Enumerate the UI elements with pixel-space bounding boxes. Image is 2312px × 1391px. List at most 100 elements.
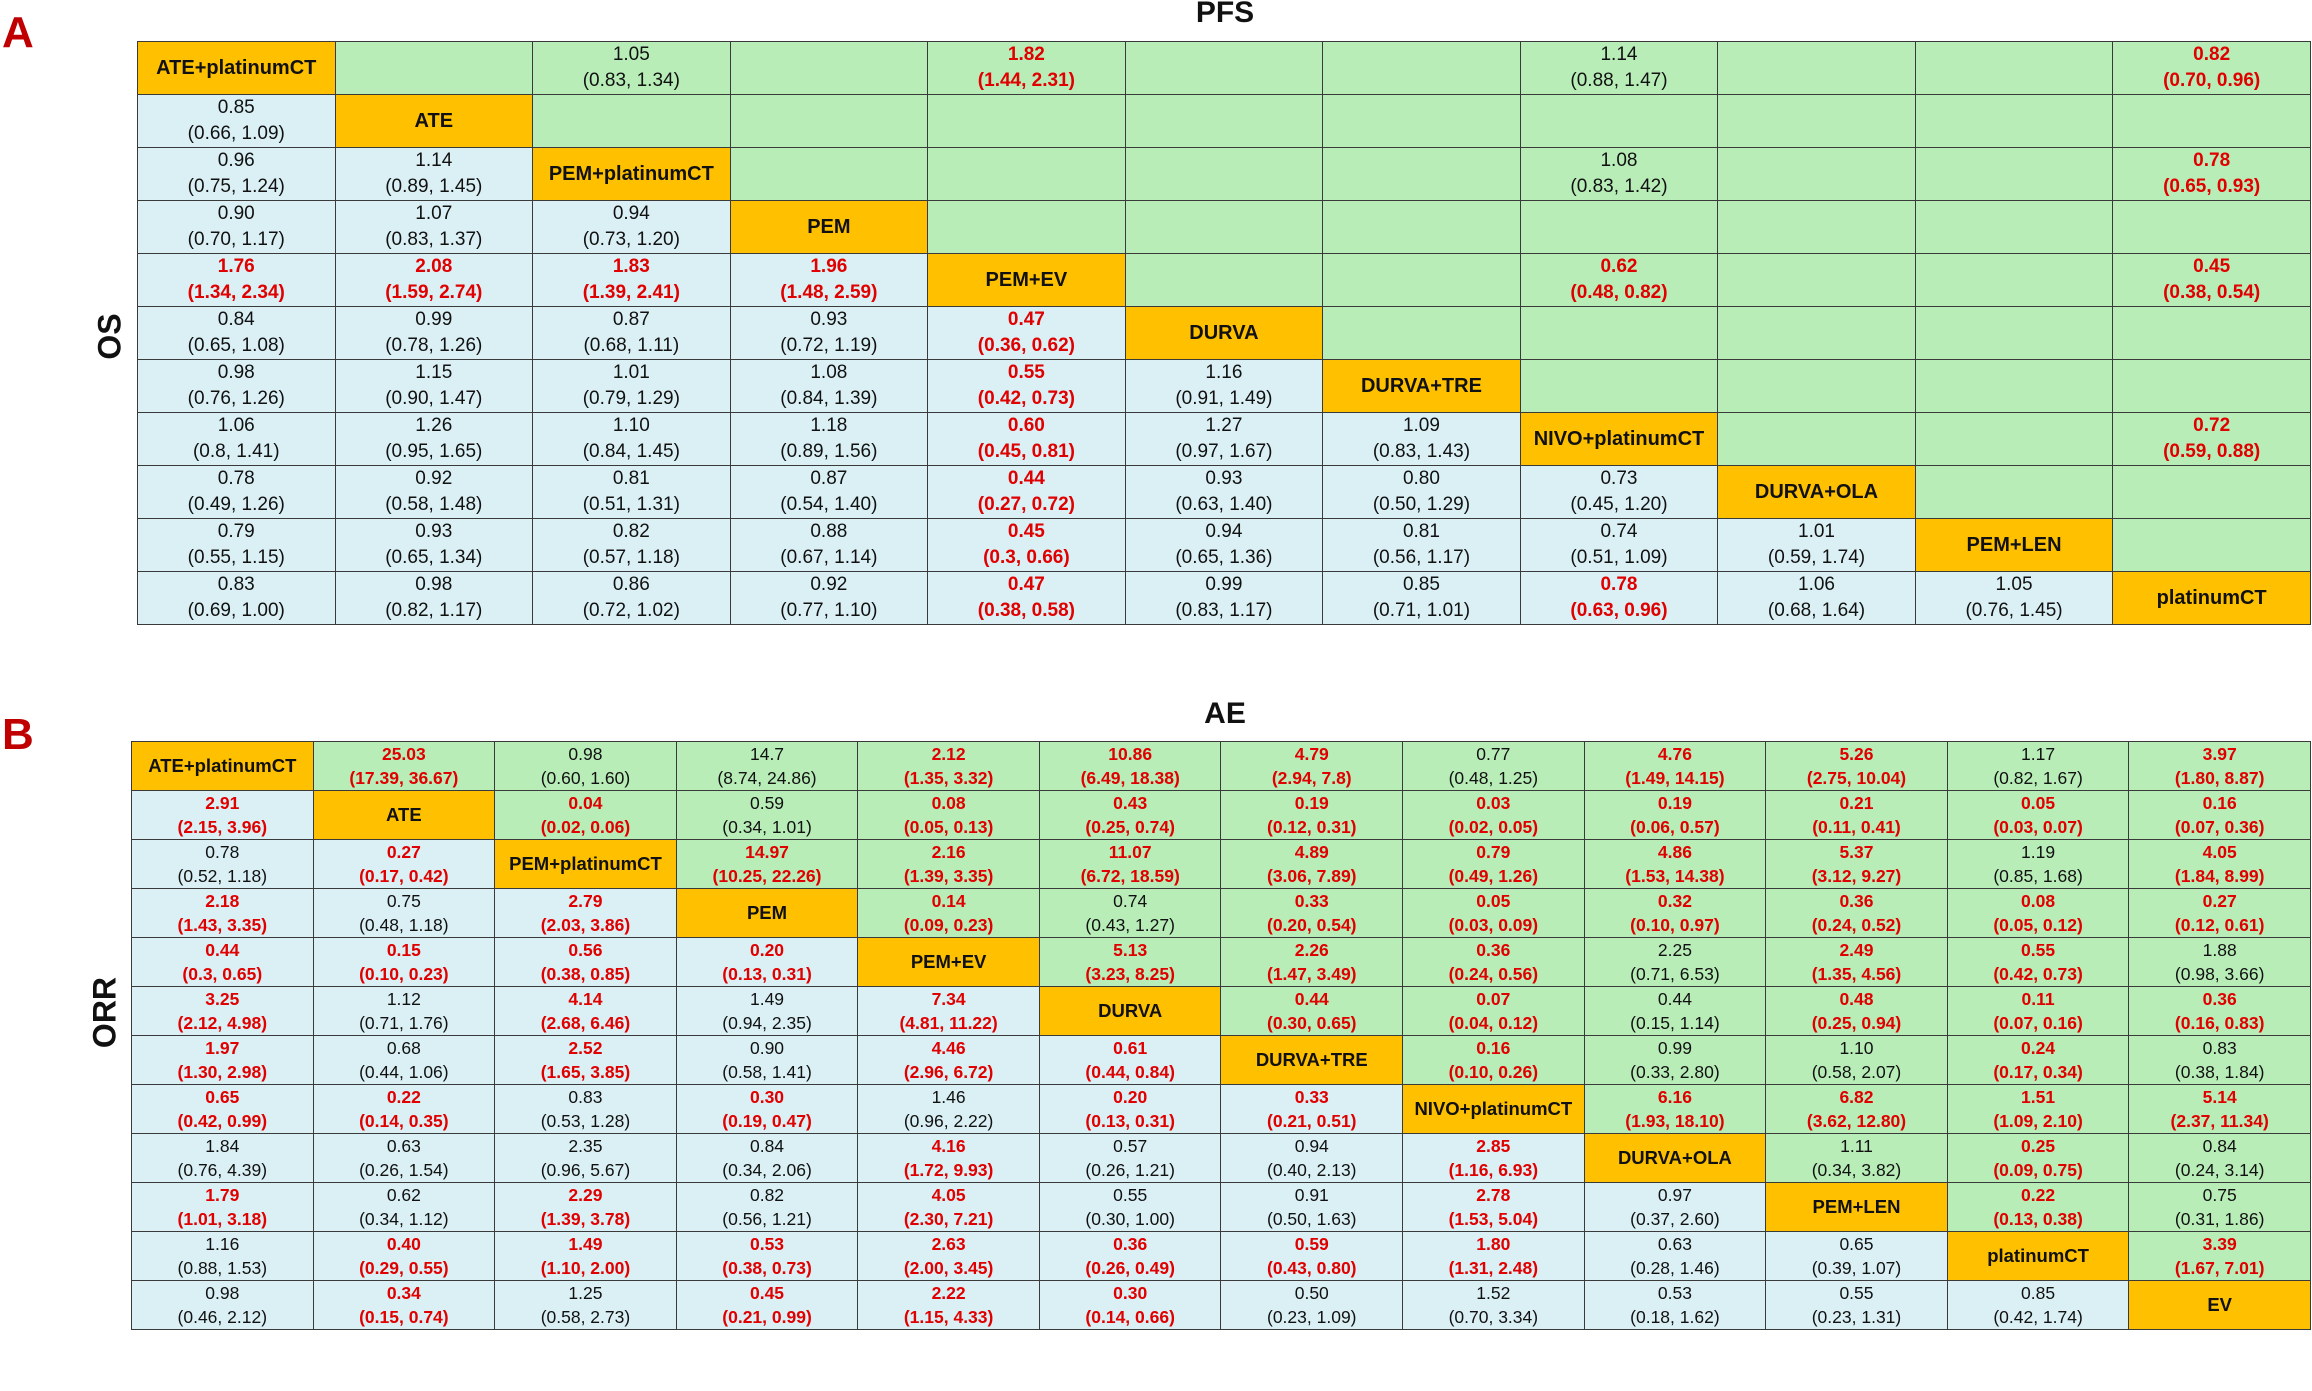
comparison-cell: 14.97 (10.25, 22.26) [675,839,859,889]
comparison-cell: 0.90 (0.70, 1.17) [137,200,336,254]
effect-estimate: 0.85 [2021,1283,2056,1303]
comparison-cell: 0.15 (0.10, 0.23) [312,937,496,987]
effect-estimate: 0.84 [749,1136,785,1156]
confidence-interval: (0.71, 1.01) [1372,600,1471,621]
comparison-cell: 0.55 (0.30, 1.00) [1038,1182,1222,1232]
confidence-interval: (0.13, 0.38) [1993,1209,2083,1229]
comparison-cell: 0.04 (0.02, 0.06) [494,790,677,840]
effect-estimate: 0.62 [1600,256,1638,277]
comparison-cell: 0.78 (0.52, 1.18) [131,839,314,889]
comparison-cell: 0.21 (0.11, 0.41) [1765,790,1948,840]
comparison-cell: 0.91 (0.50, 1.63) [1220,1182,1404,1232]
effect-estimate: 1.17 [2021,744,2056,764]
comparison-cell: 0.62 (0.34, 1.12) [312,1182,496,1232]
effect-estimate: 0.60 [1007,415,1045,436]
comparison-cell: 5.37 (3.12, 9.27) [1765,839,1948,889]
treatment-label: platinumCT [1946,1231,2130,1281]
confidence-interval: (0.83, 1.43) [1372,441,1471,462]
confidence-interval: (1.16, 6.93) [1448,1160,1539,1180]
comparison-cell [1717,41,1916,95]
comparison-cell: 0.27 (0.12, 0.61) [2128,888,2311,938]
effect-estimate: 0.82 [749,1185,785,1205]
treatment-label: DURVA [1038,986,1222,1036]
effect-estimate: 0.75 [386,891,421,911]
confidence-interval: (0.73, 1.20) [582,229,680,250]
comparison-cell: 1.16 (0.88, 1.53) [131,1231,314,1281]
comparison-cell: 0.93 (0.63, 1.40) [1124,465,1324,519]
effect-estimate: 1.27 [1205,415,1243,436]
comparison-cell: 0.19 (0.12, 0.31) [1220,790,1404,840]
comparison-cell [1519,359,1719,413]
confidence-interval: (6.72, 18.59) [1080,866,1180,886]
confidence-interval: (0.14, 0.66) [1085,1307,1175,1327]
effect-estimate: 1.76 [217,256,255,277]
effect-estimate: 0.68 [386,1038,421,1058]
effect-estimate: 2.85 [1476,1136,1511,1156]
confidence-interval: (1.72, 9.93) [903,1160,994,1180]
confidence-interval: (0.44, 1.06) [359,1062,449,1082]
effect-estimate: 0.81 [612,468,650,489]
treatment-label: PEM+EV [857,937,1040,987]
effect-estimate: 0.92 [810,574,848,595]
comparison-cell: 0.74 (0.51, 1.09) [1519,518,1719,572]
confidence-interval: (0.45, 1.20) [1570,494,1668,515]
comparison-cell: 2.49 (1.35, 4.56) [1765,937,1948,987]
effect-estimate: 0.92 [415,468,453,489]
confidence-interval: (0.96, 2.22) [903,1111,994,1131]
effect-estimate: 0.36 [1113,1234,1148,1254]
confidence-interval: (0.25, 0.74) [1085,817,1175,837]
comparison-cell: 0.86 (0.72, 1.02) [532,571,731,625]
treatment-label: PEM+platinumCT [532,147,731,201]
comparison-cell [1322,253,1521,307]
comparison-cell: 1.52 (0.70, 3.34) [1402,1280,1585,1330]
table-row: 0.98 (0.46, 2.12) 0.34 (0.15, 0.74) 1.25 (0.5… [131,1280,2311,1330]
confidence-interval: (1.49, 14.15) [1625,768,1725,788]
confidence-interval: (0.21, 0.99) [722,1307,812,1327]
confidence-interval: (0.18, 1.62) [1630,1307,1720,1327]
confidence-interval: (0.77, 1.10) [780,600,878,621]
comparison-cell [2112,200,2311,254]
effect-estimate: 2.35 [568,1136,603,1156]
comparison-cell: 2.16 (1.39, 3.35) [857,839,1040,889]
comparison-cell: 4.05 (2.30, 7.21) [857,1182,1040,1232]
confidence-interval: (0.91, 1.49) [1175,388,1273,409]
comparison-cell [1322,94,1521,148]
comparison-cell: 0.80 (0.50, 1.29) [1322,465,1521,519]
comparison-cell: 1.05 (0.83, 1.34) [532,41,731,95]
effect-estimate: 0.44 [205,940,240,960]
confidence-interval: (0.38, 0.73) [722,1258,812,1278]
confidence-interval: (0.49, 1.26) [1448,866,1539,886]
confidence-interval: (0.76, 4.39) [177,1160,268,1180]
table-row: 2.91 (2.15, 3.96) ATE 0.04 (0.02, 0.06) 0.59 (… [131,790,2311,840]
confidence-interval: (0.59, 1.74) [1767,547,1866,568]
comparison-cell: 0.36 (0.24, 0.52) [1765,888,1948,938]
comparison-cell [1717,200,1916,254]
confidence-interval: (1.47, 3.49) [1267,964,1357,984]
comparison-cell: 0.98 (0.76, 1.26) [137,359,336,413]
effect-estimate: 0.36 [1476,940,1511,960]
confidence-interval: (0.02, 0.06) [540,817,631,837]
comparison-cell: 0.92 (0.77, 1.10) [729,571,929,625]
effect-estimate: 1.11 [1840,1136,1873,1156]
confidence-interval: (0.13, 0.31) [722,964,812,984]
effect-estimate: 0.88 [810,521,848,542]
confidence-interval: (3.23, 8.25) [1085,964,1175,984]
confidence-interval: (0.30, 0.65) [1267,1013,1357,1033]
effect-estimate: 1.19 [2021,842,2056,862]
effect-estimate: 0.45 [749,1283,785,1303]
comparison-cell: 0.47 (0.36, 0.62) [927,306,1126,360]
comparison-cell: 0.85 (0.71, 1.01) [1322,571,1521,625]
effect-estimate: 0.48 [1839,989,1874,1009]
effect-estimate: 1.08 [810,362,848,383]
confidence-interval: (17.39, 36.67) [349,768,459,788]
confidence-interval: (0.26, 1.21) [1085,1160,1175,1180]
confidence-interval: (2.94, 7.8) [1271,768,1352,788]
comparison-cell: 0.78 (0.63, 0.96) [1519,571,1719,625]
comparison-cell [927,200,1126,254]
effect-estimate: 0.36 [2202,989,2237,1009]
confidence-interval: (0.04, 0.12) [1448,1013,1539,1033]
effect-estimate: 0.34 [386,1283,421,1303]
confidence-interval: (0.65, 1.08) [187,335,285,356]
effect-estimate: 2.52 [568,1038,603,1058]
confidence-interval: (0.89, 1.56) [780,441,878,462]
